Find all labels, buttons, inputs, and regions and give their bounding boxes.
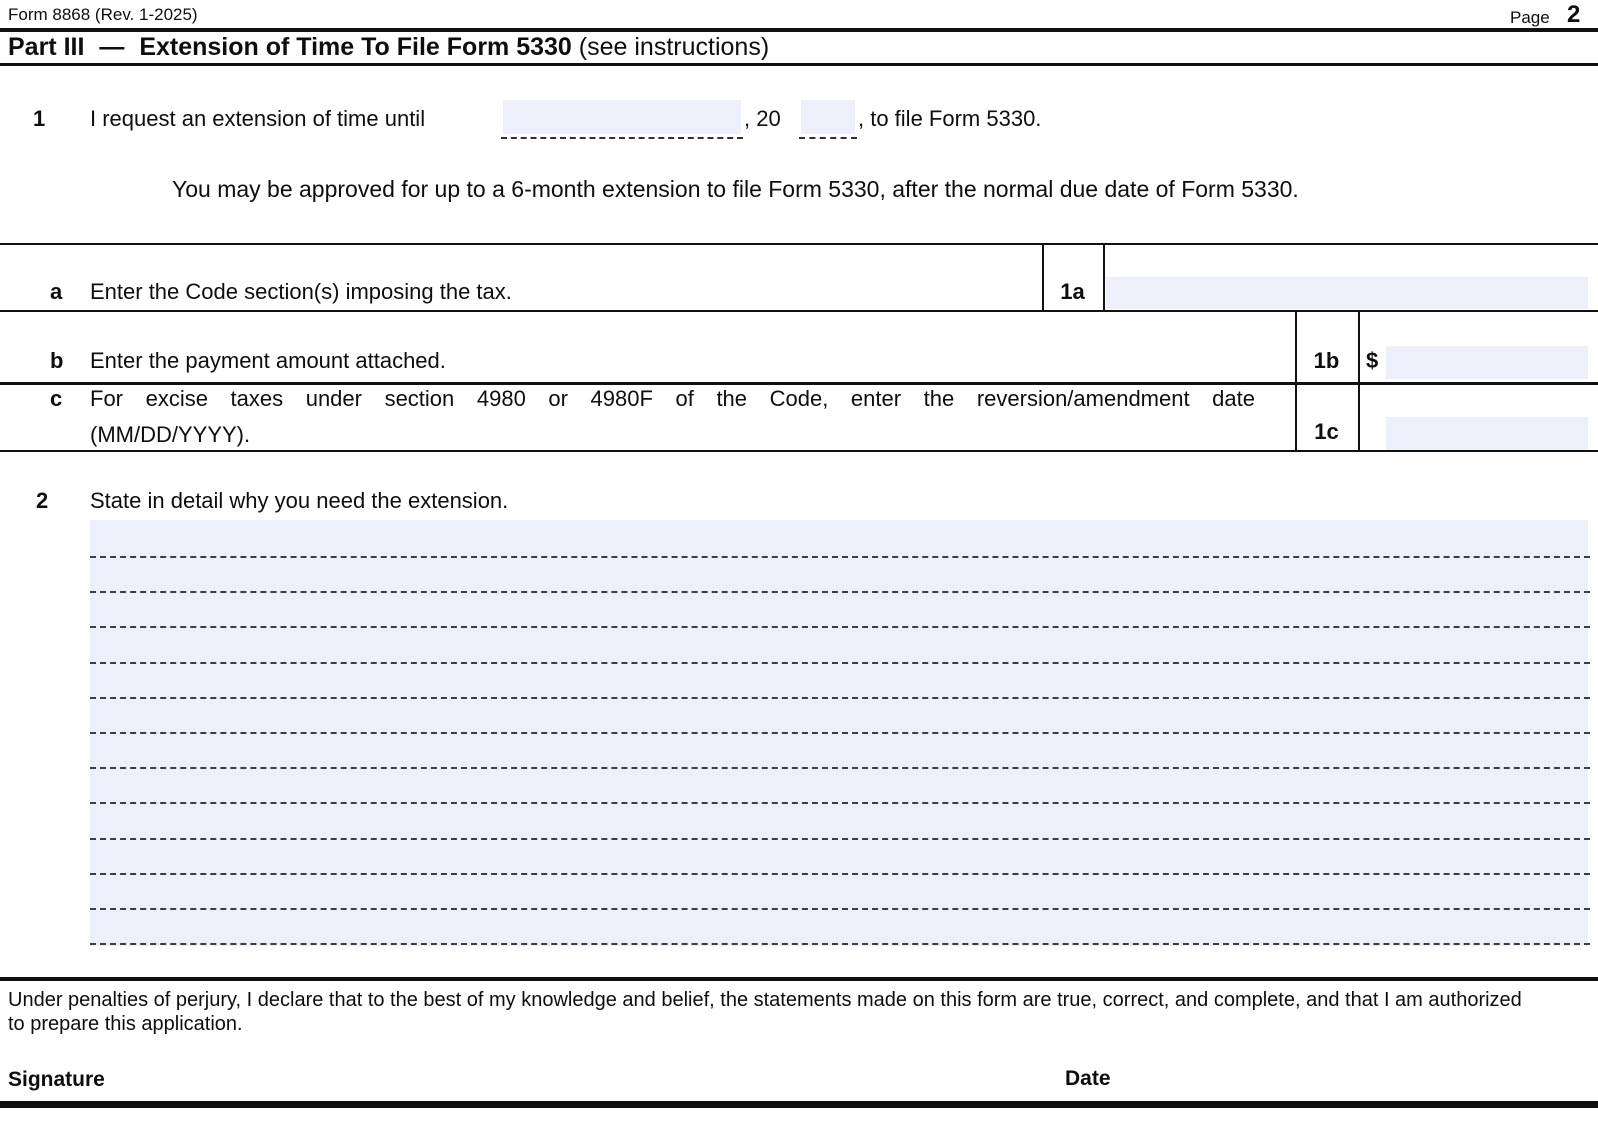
code-section-field[interactable] [1106, 277, 1588, 309]
row-c-label-line1: For excise taxes under section 4980 or 4… [90, 386, 1255, 411]
ruled-line [90, 661, 1590, 664]
row-c-box-label: 1c [1314, 419, 1339, 444]
line2-label: State in detail why you need the extensi… [90, 488, 509, 513]
ruled-line [90, 837, 1590, 840]
line2-number: 2 [36, 488, 49, 513]
ruled-line [90, 943, 1590, 946]
payment-amount-field[interactable] [1386, 346, 1588, 379]
row-a-cell-line-left [1042, 243, 1044, 311]
ruled-line [90, 696, 1590, 699]
signature-label: Signature [8, 1068, 105, 1091]
ruled-line [90, 872, 1590, 875]
row-c-letter: c [50, 386, 63, 411]
row-a-bottom-line [0, 310, 1598, 312]
extension-year-field[interactable] [801, 100, 855, 134]
row-c-label-line2: (MM/DD/YYYY). [90, 422, 251, 447]
row-a-label: Enter the Code section(s) imposing the t… [90, 279, 512, 304]
extension-reason-textarea[interactable] [90, 520, 1590, 946]
declaration-text: Under penalties of perjury, I declare th… [8, 988, 1593, 1036]
row-bc-cell-line-left [1295, 311, 1297, 452]
part3-dash: — [99, 33, 125, 61]
part3-instructions-note: (see instructions) [578, 33, 770, 61]
part3-part-label: Part III [8, 33, 85, 61]
row-b-currency-symbol: $ [1366, 348, 1379, 373]
ruled-line [90, 591, 1590, 594]
page-label: Page [1510, 8, 1550, 27]
approval-note: You may be approved for up to a 6-month … [172, 176, 1299, 202]
row-bc-cell-line-right [1358, 311, 1360, 452]
part3-title: Part III — Extension of Time To File For… [8, 33, 769, 62]
row-a-cell-line-right [1103, 243, 1105, 311]
reversion-date-field[interactable] [1386, 417, 1588, 450]
ruled-line [90, 802, 1590, 805]
extension-year-underline [799, 137, 857, 139]
ruled-line [90, 626, 1590, 629]
extension-date-underline [501, 137, 743, 139]
row-b-letter: b [50, 348, 64, 373]
declaration-line2: to prepare this application. [8, 1013, 243, 1035]
ruled-line [90, 908, 1590, 910]
ruled-line [90, 732, 1590, 734]
row-c-bottom-line [0, 450, 1598, 452]
part3-title-text: Extension of Time To File Form 5330 [139, 33, 572, 61]
part3-underline [0, 63, 1598, 66]
declaration-top-line [0, 977, 1598, 981]
line1-year-prefix: , 20 [744, 106, 781, 131]
date-label: Date [1065, 1067, 1111, 1090]
ruled-line [90, 767, 1590, 770]
table-top-line [0, 243, 1598, 245]
declaration-line1: Under penalties of perjury, I declare th… [8, 989, 1522, 1011]
page-bottom-line [0, 1101, 1598, 1108]
row-b-label: Enter the payment amount attached. [90, 348, 446, 373]
line1-text-before: I request an extension of time until [90, 106, 426, 131]
extension-date-field[interactable] [503, 100, 741, 134]
line1-number: 1 [33, 106, 46, 131]
row-b-box-label: 1b [1313, 348, 1340, 373]
row-a-letter: a [50, 279, 63, 304]
form-id-text: Form 8868 (Rev. 1-2025) [8, 5, 198, 24]
header-divider-line [0, 28, 1598, 32]
row-a-box-label: 1a [1060, 279, 1085, 304]
ruled-line [90, 556, 1590, 558]
row-b-bottom-line [0, 382, 1598, 385]
page-number: 2 [1567, 1, 1581, 28]
line1-text-after: , to file Form 5330. [858, 106, 1042, 131]
